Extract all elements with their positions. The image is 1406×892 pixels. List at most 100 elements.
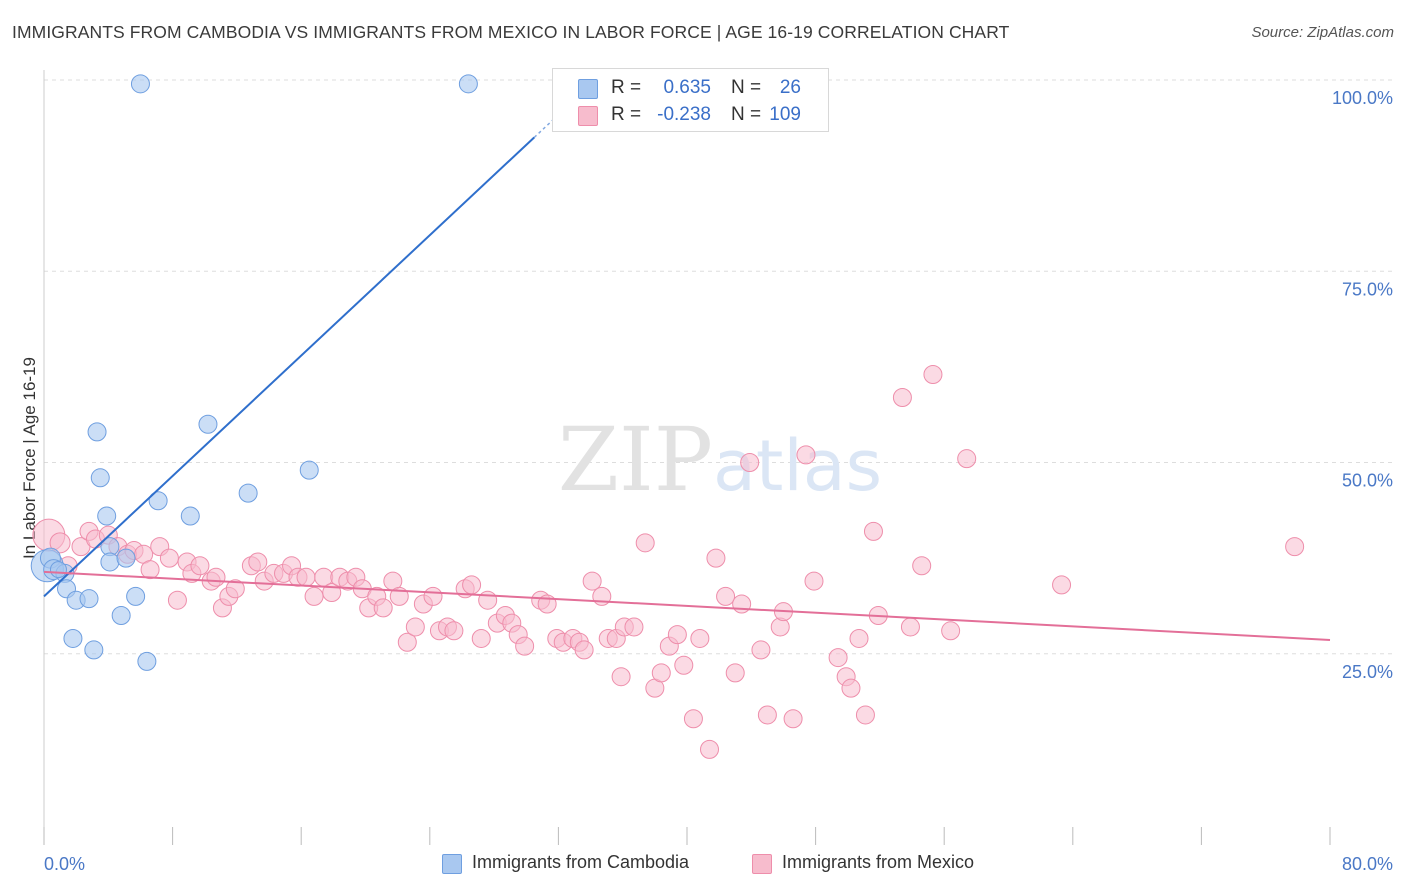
mexico-point — [725, 663, 745, 683]
mexico-point — [674, 655, 694, 675]
mexico-point — [667, 625, 687, 645]
y-tick-label: 25.0% — [1342, 662, 1393, 682]
y-tick-label: 75.0% — [1342, 279, 1393, 299]
watermark: ZIPatlas — [558, 408, 882, 511]
mexico-point — [397, 632, 417, 652]
mexico-point — [471, 628, 491, 648]
mexico-point — [912, 556, 932, 576]
mexico-point — [140, 560, 160, 580]
n-value: 109 — [769, 104, 801, 125]
trend-lines — [43, 117, 1331, 641]
mexico-point — [296, 567, 316, 587]
mexico-point — [635, 533, 655, 553]
cambodia-point — [84, 640, 104, 660]
cambodia-point — [458, 74, 478, 94]
watermark-text: ZIPatlas — [558, 408, 882, 511]
mexico-point — [167, 590, 187, 610]
legend-row-mexico: R = -0.238 N = 109 — [553, 102, 828, 128]
mexico-point — [855, 705, 875, 725]
cambodia-point — [63, 628, 83, 648]
x-tick-label: 80.0% — [1342, 854, 1393, 874]
mexico-point — [770, 617, 790, 637]
axes — [43, 70, 1331, 845]
cambodia-trend-line — [43, 136, 535, 598]
chart-title: IMMIGRANTS FROM CAMBODIA VS IMMIGRANTS F… — [12, 22, 1010, 42]
mexico-point — [706, 548, 726, 568]
mexico-point — [49, 532, 71, 554]
cambodia-point — [100, 552, 120, 572]
mexico-trend-line — [43, 570, 1331, 641]
n-label: N = — [731, 77, 762, 98]
mexico-point — [957, 449, 977, 469]
r-label: R = — [611, 104, 642, 125]
mexico-point — [190, 556, 210, 576]
cambodia-point — [111, 606, 131, 625]
mexico-point — [574, 640, 594, 660]
cambodia-point — [180, 506, 200, 526]
cambodia-point — [116, 548, 136, 568]
cambodia-point — [90, 468, 110, 488]
cambodia-swatch — [442, 854, 462, 874]
mexico-point — [841, 678, 861, 698]
mexico-point — [892, 387, 912, 407]
legend-label-cambodia: Immigrants from Cambodia — [472, 852, 690, 872]
cambodia-swatch — [578, 79, 598, 99]
source-label: Source: ZipAtlas.com — [1251, 24, 1394, 41]
cambodia-point — [79, 589, 99, 609]
mexico-point — [757, 705, 777, 725]
cambodia-point — [238, 483, 258, 503]
cambodia-point — [137, 651, 157, 671]
mexico-swatch — [752, 854, 772, 874]
mexico-point — [796, 445, 816, 465]
mexico-point — [700, 739, 720, 759]
mexico-point — [651, 663, 671, 683]
mexico-point — [828, 648, 848, 668]
mexico-point — [783, 709, 803, 729]
mexico-point — [405, 617, 425, 637]
y-tick-label: 50.0% — [1342, 471, 1393, 491]
mexico-point — [478, 590, 498, 610]
cambodia-point — [198, 414, 218, 434]
cambodia-point — [126, 586, 146, 606]
cambodia-point — [299, 460, 319, 480]
mexico-point — [582, 571, 602, 591]
mexico-point — [373, 598, 393, 618]
mexico-point — [863, 521, 883, 541]
mexico-point — [732, 594, 752, 614]
mexico-point — [611, 667, 631, 687]
mexico-point — [941, 621, 961, 641]
mexico-point — [225, 579, 245, 599]
y-tick-label: 100.0% — [1332, 88, 1393, 108]
mexico-point — [923, 365, 943, 385]
mexico-point — [683, 709, 703, 729]
mexico-point — [900, 617, 920, 637]
legend-row-cambodia: R = 0.635 N = 26 — [553, 75, 828, 101]
mexico-point — [716, 586, 736, 606]
mexico-point — [624, 617, 644, 637]
r-value: 0.635 — [663, 77, 711, 98]
mexico-point — [804, 571, 824, 591]
r-value: -0.238 — [657, 104, 711, 125]
cambodia-trend-extension — [533, 117, 556, 138]
correlation-legend: R = 0.635 N = 26 R = -0.238 N = 109 — [552, 68, 829, 132]
cambodia-point — [97, 506, 117, 526]
tick-labels: 25.0% 50.0% 75.0% 100.0% 0.0% 80.0% — [44, 88, 1393, 874]
mexico-point — [740, 453, 760, 472]
cambodia-point — [87, 422, 107, 442]
mexico-point — [690, 628, 710, 648]
mexico-point — [248, 552, 268, 572]
n-label: N = — [731, 104, 762, 125]
mexico-point — [206, 567, 226, 587]
cambodia-point — [130, 74, 150, 94]
cambodia-point — [49, 561, 67, 579]
mexico-point — [462, 575, 482, 595]
mexico-point — [444, 621, 464, 641]
mexico-point — [1285, 537, 1305, 557]
mexico-point — [423, 586, 443, 606]
legend-label-mexico: Immigrants from Mexico — [782, 852, 975, 872]
mexico-point — [1052, 575, 1072, 595]
cambodia-points — [30, 74, 478, 671]
cambodia-point — [148, 491, 168, 511]
mexico-point — [751, 640, 771, 660]
